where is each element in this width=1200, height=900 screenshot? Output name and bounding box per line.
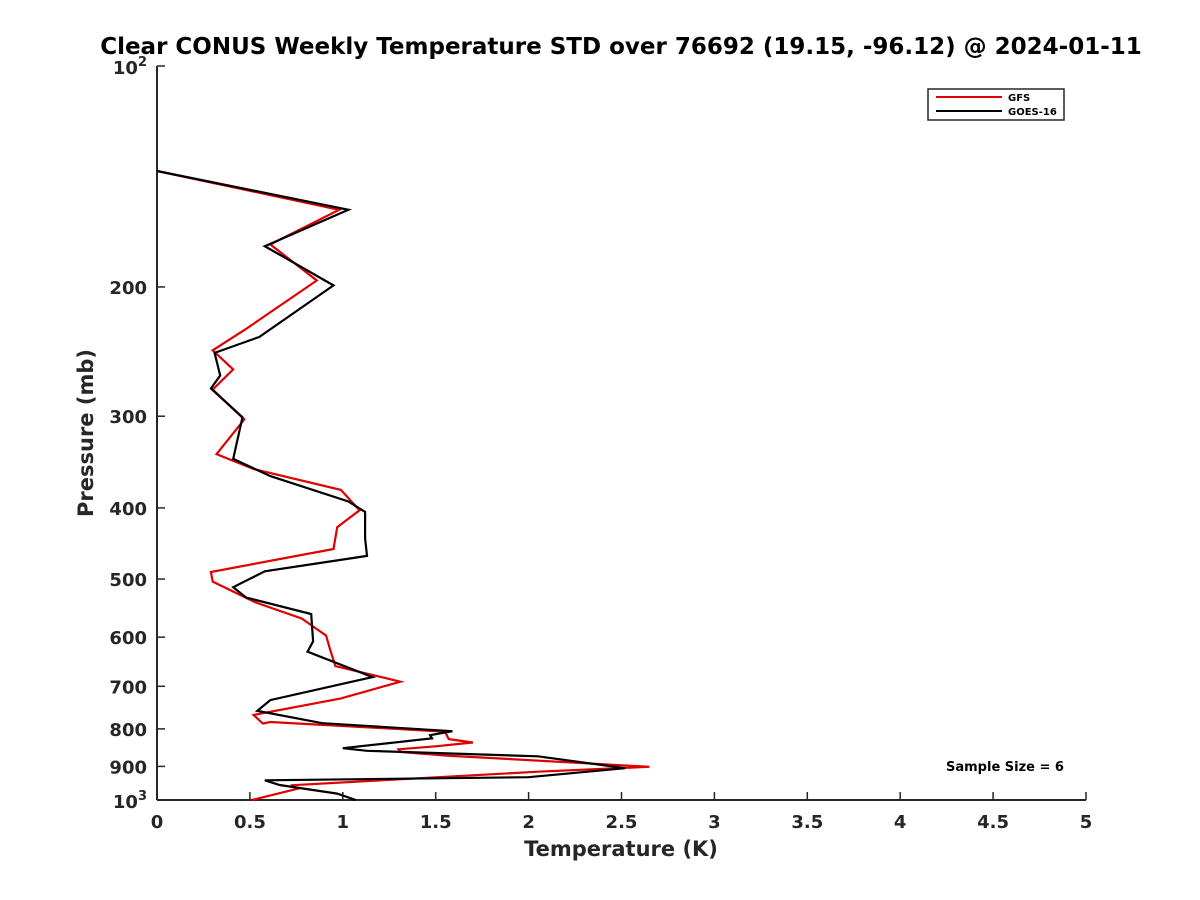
y-tick-label-base: 10 (113, 792, 138, 813)
legend-box (927, 88, 1065, 121)
x-tick-label: 0 (151, 812, 164, 833)
y-tick-label: 500 (109, 570, 147, 591)
x-tick-label: 3.5 (791, 812, 823, 833)
legend-label-goes16: GOES-16 (1008, 107, 1057, 118)
y-tick-label: 103 (113, 789, 147, 813)
axes (156, 66, 1086, 801)
legend: GFS GOES-16 (927, 88, 1065, 121)
x-ticks: 0 0.5 1 1.5 2 2.5 3 3.5 4 4.5 5 (151, 792, 1093, 833)
y-tick-label: 400 (109, 499, 147, 520)
y-tick-label-base: 10 (113, 58, 138, 79)
y-tick-label: 300 (109, 407, 147, 428)
x-axis-label: Temperature (K) (524, 837, 718, 861)
x-tick-label: 2.5 (606, 812, 638, 833)
y-tick-label: 900 (109, 757, 147, 778)
x-tick-label: 1.5 (420, 812, 452, 833)
x-tick-label: 4 (894, 812, 907, 833)
sample-size-annotation: Sample Size = 6 (946, 760, 1064, 775)
x-tick-label: 3 (708, 812, 721, 833)
x-tick-label: 0.5 (234, 812, 266, 833)
y-tick-label: 102 (113, 55, 147, 79)
y-tick-label: 800 (109, 720, 147, 741)
series-group (156, 169, 650, 802)
x-tick-label: 4.5 (977, 812, 1009, 833)
series-line-goes16 (156, 169, 626, 802)
series-line-gfs (156, 169, 650, 802)
y-axis-label: Pressure (mb) (74, 349, 98, 517)
y-tick-label-exponent: 2 (138, 55, 147, 70)
chart-title: Clear CONUS Weekly Temperature STD over … (100, 34, 1142, 60)
y-tick-label: 200 (109, 278, 147, 299)
legend-label-gfs: GFS (1008, 93, 1030, 104)
x-tick-label: 1 (337, 812, 350, 833)
x-tick-label: 5 (1080, 812, 1093, 833)
x-tick-label: 2 (522, 812, 535, 833)
y-tick-label: 700 (109, 677, 147, 698)
y-tick-label-exponent: 3 (138, 789, 147, 804)
y-tick-label: 600 (109, 628, 147, 649)
